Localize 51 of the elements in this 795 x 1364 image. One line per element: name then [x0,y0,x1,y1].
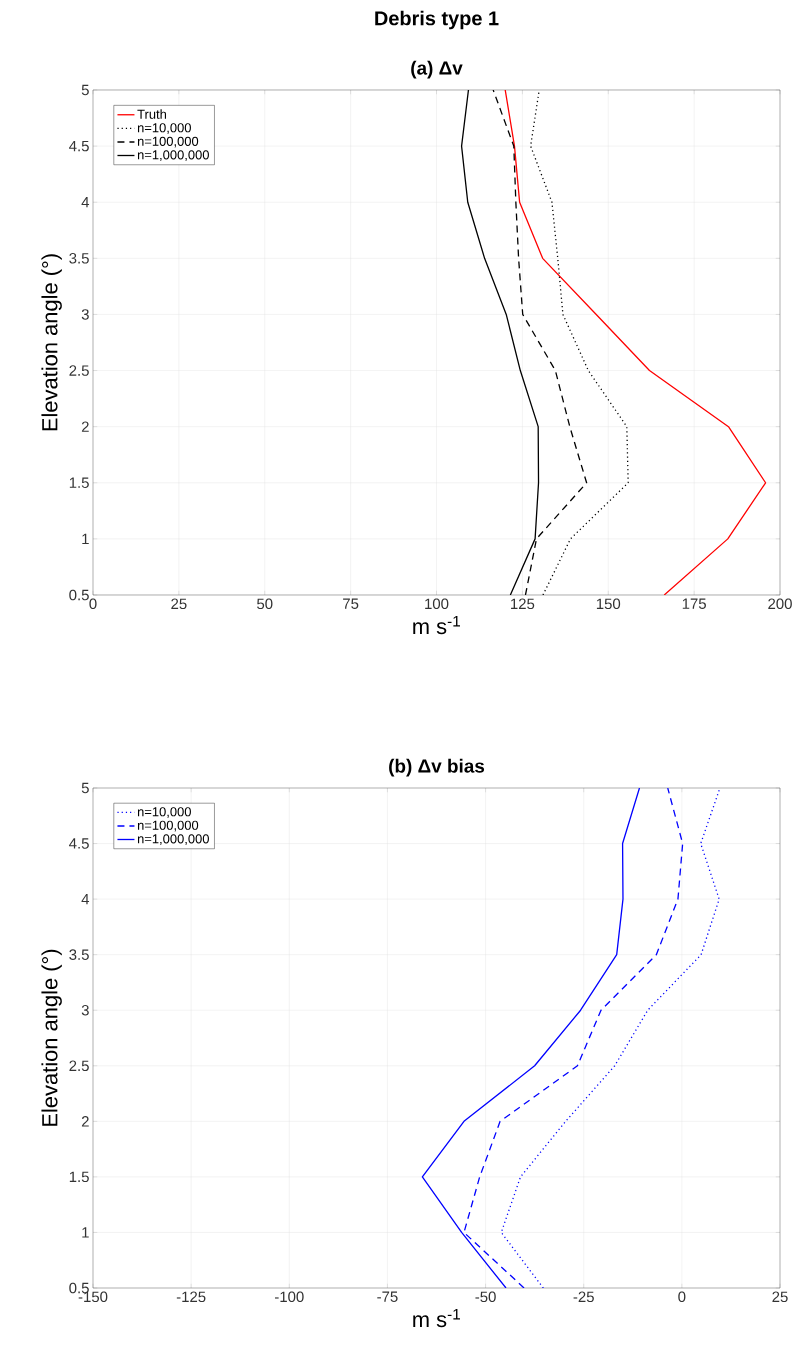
chart-title: Debris type 1 [375,10,499,30]
line-series [500,788,721,1288]
x-axis-title: m s$^{-1}$ [413,1308,460,1328]
x-axis-title: m s$^{-1}$ [413,615,460,635]
y-tick-label: 2.5 [69,1060,89,1072]
x-tick-label: 25 [171,598,187,610]
x-tick-label: 75 [343,598,359,609]
legend-label: n=10,000 [137,807,191,818]
legend-label: n=100,000 [137,136,199,148]
x-tick-label: -125 [176,1291,206,1303]
chart-title: (b) Δv bias [389,758,485,777]
x-tick-label: 175 [682,598,706,609]
y-tick-label: 1 [82,1227,89,1238]
chart-subtitle: (a) Δv [411,60,463,79]
y-axis-title: Elevation angle (°) [41,254,62,431]
y-tick-label: 1.5 [69,477,89,488]
x-tick-label: 125 [511,598,535,610]
x-tick-label: -50 [475,1291,496,1303]
x-tick-label: 25 [772,1291,788,1303]
y-tick-label: 2 [81,1116,89,1127]
legend-label: n=1,000,000 [137,834,209,845]
y-tick-label: 0.5 [69,589,89,601]
y-tick-label: 1.5 [69,1171,89,1183]
y-tick-label: 3.5 [69,949,89,960]
y-tick-label: 5 [81,782,89,794]
y-tick-label: 4 [81,893,90,905]
x-tick-label: 200 [768,598,792,610]
x-tick-label: 100 [425,598,449,610]
y-tick-label: 5 [81,84,89,96]
legend-label: n=100,000 [137,820,199,832]
x-tick-label: -100 [274,1291,304,1303]
y-tick-label: 2.5 [69,365,89,376]
y-tick-label: 4 [81,197,90,208]
y-axis-title: Elevation angle (°) [41,949,62,1126]
y-tick-label: 4.5 [69,838,89,849]
x-tick-label: 150 [596,598,621,610]
y-tick-label: 1 [82,533,89,545]
x-tick-label: -25 [573,1291,594,1303]
legend-label: n=1,000,000 [137,150,209,161]
legend-label: Truth [137,109,167,119]
y-tick-label: 3.5 [69,253,89,264]
x-tick-label: 50 [257,598,273,610]
legend-label: n=10,000 [137,123,191,134]
y-tick-label: 4.5 [69,140,89,152]
y-tick-label: 3 [81,1004,89,1016]
x-tick-label: 0 [678,1291,686,1303]
line-series [504,89,767,595]
x-tick-label: 0 [89,598,97,610]
y-tick-label: 2 [81,421,89,432]
y-tick-label: 3 [81,309,89,320]
x-tick-label: -75 [377,1291,398,1302]
